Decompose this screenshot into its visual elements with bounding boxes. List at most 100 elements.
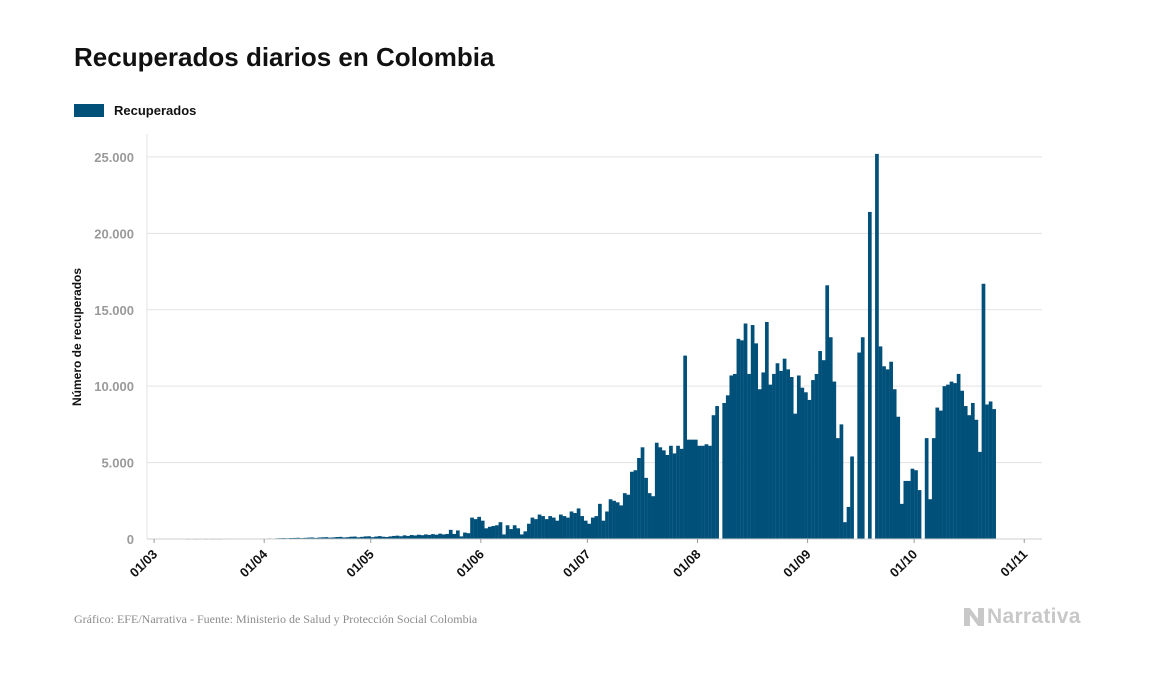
bar bbox=[867, 211, 872, 539]
bar bbox=[832, 381, 837, 539]
narrativa-logo-icon bbox=[964, 608, 984, 626]
bar bbox=[363, 536, 368, 539]
bar bbox=[924, 438, 929, 539]
bar bbox=[711, 415, 716, 539]
bar bbox=[466, 533, 471, 539]
bar bbox=[374, 536, 378, 539]
x-tick-label: 01/06 bbox=[453, 547, 487, 581]
bar bbox=[715, 406, 719, 539]
bar bbox=[619, 505, 624, 539]
bar bbox=[459, 536, 464, 539]
y-axis-label: Número de recuperados bbox=[70, 268, 84, 406]
bar bbox=[551, 517, 556, 539]
bars bbox=[186, 153, 996, 540]
bar bbox=[793, 413, 798, 539]
bar bbox=[764, 321, 769, 539]
bar bbox=[512, 525, 517, 539]
bar bbox=[665, 454, 670, 539]
bar bbox=[931, 438, 936, 539]
bar bbox=[978, 451, 982, 539]
bar bbox=[424, 534, 428, 539]
x-tick-label: 01/10 bbox=[887, 547, 921, 581]
x-tick-label: 01/09 bbox=[780, 547, 814, 581]
y-tick-label: 10.000 bbox=[94, 379, 134, 394]
bar bbox=[541, 516, 545, 539]
y-tick-label: 25.000 bbox=[94, 150, 134, 165]
bar bbox=[463, 532, 467, 539]
bar bbox=[836, 438, 840, 539]
bar bbox=[509, 529, 513, 539]
bar bbox=[754, 343, 759, 539]
bar bbox=[555, 520, 560, 539]
bar bbox=[576, 508, 581, 539]
bar bbox=[427, 534, 432, 539]
bar bbox=[654, 442, 659, 539]
bar bbox=[317, 537, 322, 539]
bar bbox=[725, 395, 730, 539]
bar bbox=[690, 439, 695, 539]
bar bbox=[786, 369, 790, 539]
bar bbox=[367, 536, 371, 539]
bar bbox=[985, 404, 989, 539]
bar bbox=[704, 444, 709, 539]
bar bbox=[772, 373, 776, 539]
bar bbox=[942, 386, 947, 539]
bar bbox=[626, 494, 631, 539]
bar bbox=[587, 523, 592, 539]
bar bbox=[608, 499, 613, 539]
bar bbox=[903, 480, 908, 539]
bar bbox=[338, 536, 343, 539]
bar bbox=[914, 470, 918, 539]
bar bbox=[523, 531, 528, 539]
grid-lines bbox=[146, 134, 1042, 539]
bar bbox=[708, 445, 712, 539]
bar bbox=[321, 537, 325, 539]
bar bbox=[303, 537, 307, 539]
bar bbox=[683, 355, 687, 539]
bar bbox=[640, 447, 645, 539]
bar bbox=[775, 363, 780, 539]
bar bbox=[939, 410, 943, 539]
bar bbox=[473, 519, 478, 539]
bar bbox=[420, 535, 425, 539]
x-tick-label: 01/11 bbox=[997, 547, 1030, 580]
bar bbox=[956, 373, 961, 539]
bar bbox=[878, 346, 883, 539]
bar bbox=[860, 337, 865, 539]
bar bbox=[722, 402, 727, 539]
bar bbox=[392, 535, 396, 539]
bar bbox=[399, 536, 403, 539]
bar bbox=[470, 517, 474, 539]
bar bbox=[633, 470, 638, 539]
bar bbox=[946, 384, 950, 539]
bar bbox=[729, 375, 734, 539]
bar bbox=[661, 450, 666, 539]
legend-swatch bbox=[74, 104, 104, 117]
bar bbox=[960, 390, 965, 539]
bar bbox=[384, 537, 389, 539]
bar bbox=[917, 490, 922, 539]
bar bbox=[516, 528, 521, 539]
bar bbox=[345, 537, 350, 539]
bar bbox=[789, 377, 794, 539]
bar bbox=[821, 360, 826, 539]
bar bbox=[672, 453, 677, 539]
bar bbox=[701, 445, 705, 539]
bar bbox=[885, 369, 890, 539]
bar bbox=[537, 514, 542, 539]
bar bbox=[331, 537, 336, 539]
bar bbox=[356, 537, 361, 539]
bar bbox=[953, 383, 957, 539]
bar bbox=[899, 503, 904, 539]
bar bbox=[747, 373, 751, 539]
bar bbox=[495, 525, 499, 539]
bar bbox=[306, 537, 311, 539]
bar bbox=[686, 439, 691, 539]
bar bbox=[352, 536, 357, 539]
bar bbox=[779, 370, 783, 539]
bar bbox=[850, 456, 854, 539]
bar bbox=[889, 361, 893, 539]
bar bbox=[882, 366, 886, 539]
bar bbox=[527, 523, 531, 539]
